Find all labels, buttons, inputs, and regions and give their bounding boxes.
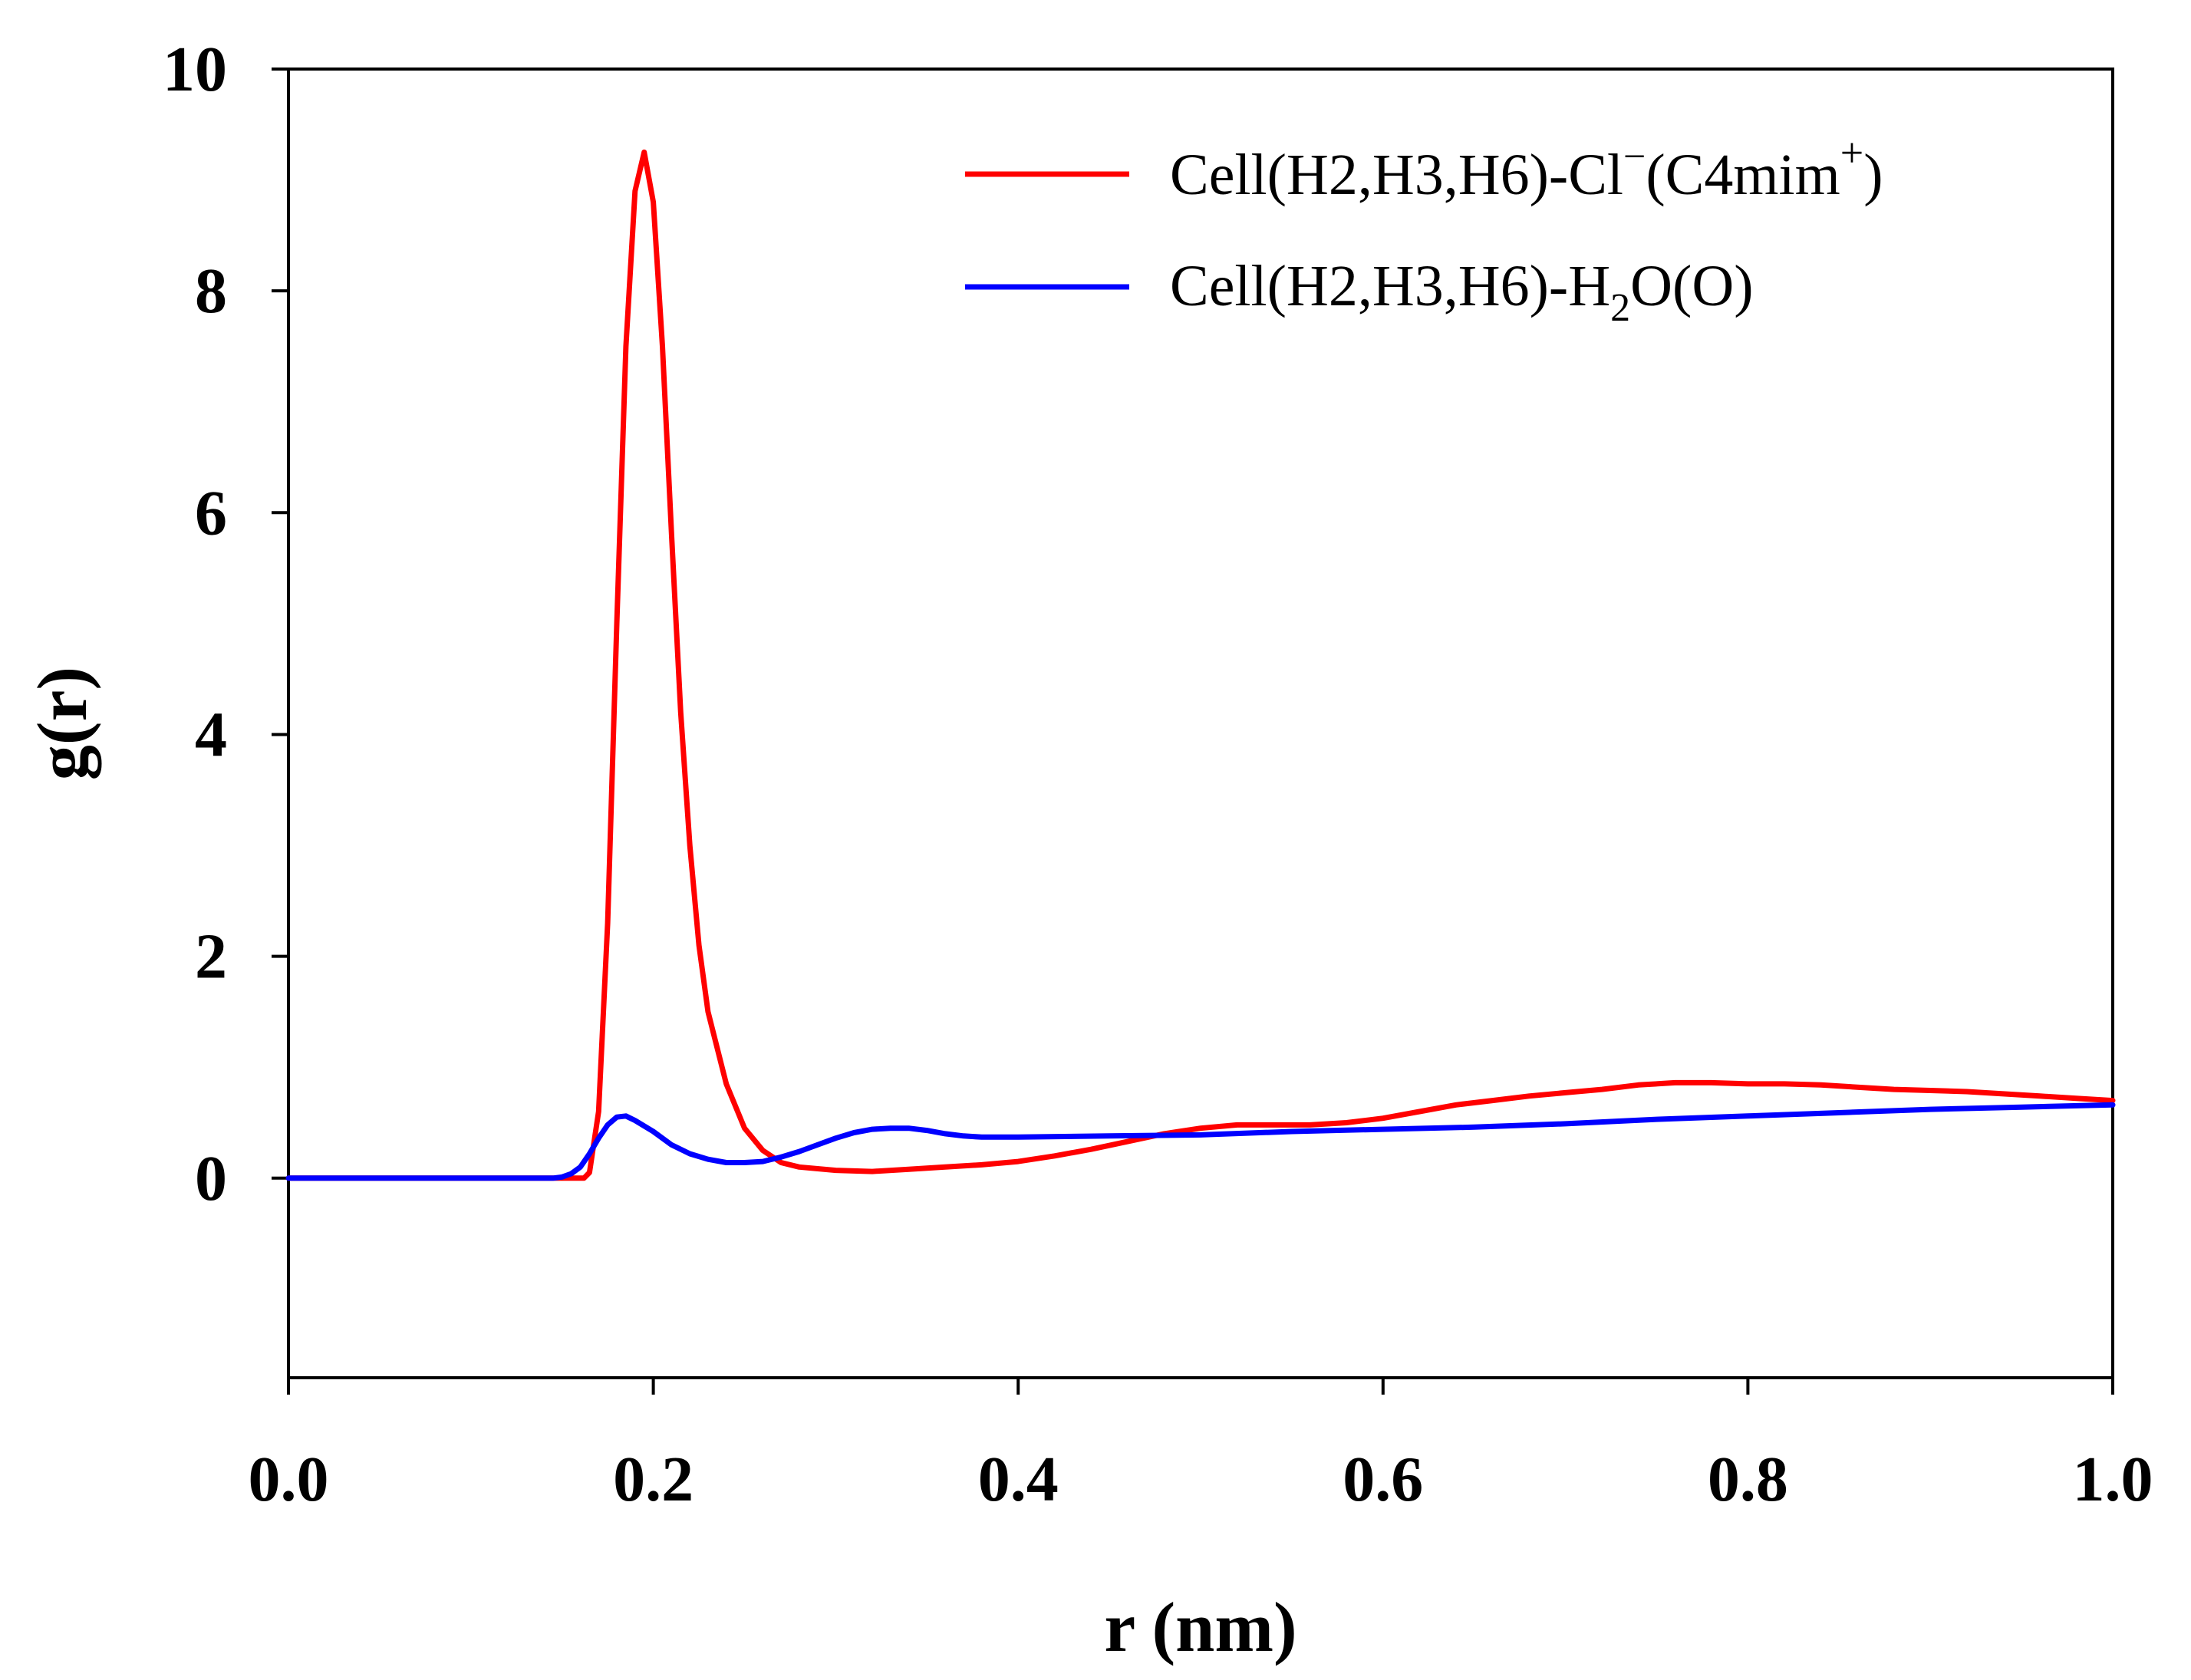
y-tick-label: 4	[195, 699, 227, 770]
y-axis-title: g(r)	[23, 667, 101, 780]
x-axis-ticks: 0.0 0.2 0.4 0.6 0.8 1.0	[249, 1378, 2153, 1515]
y-axis-ticks: 0 2 4 6 8 10	[163, 34, 288, 1214]
y-tick-label: 2	[195, 921, 227, 993]
x-axis-title: r (nm)	[1104, 1588, 1296, 1666]
y-tick-label: 10	[163, 34, 227, 105]
series-line-water	[285, 1102, 2116, 1181]
plot-frame	[287, 68, 2114, 1379]
y-tick-label: 0	[195, 1143, 227, 1214]
x-tick-label: 0.2	[613, 1444, 694, 1515]
y-tick-label: 6	[195, 477, 227, 548]
x-tick-label: 0.4	[978, 1444, 1059, 1515]
x-tick-label: 1.0	[2073, 1444, 2153, 1515]
legend-label-blue: Cell(H2,H3,H6)-H2O(O)	[1170, 254, 1754, 330]
x-tick-label: 0.0	[249, 1444, 329, 1515]
legend: Cell(H2,H3,H6)-Cl−(C4mim+) Cell(H2,H3,H6…	[965, 130, 1883, 330]
x-tick-label: 0.8	[1708, 1444, 1788, 1515]
x-tick-label: 0.6	[1343, 1444, 1423, 1515]
legend-label-red: Cell(H2,H3,H6)-Cl−(C4mim+)	[1170, 130, 1883, 207]
series-line-cl	[285, 149, 2116, 1181]
y-tick-label: 8	[195, 255, 227, 327]
series-layer	[285, 149, 2116, 1181]
